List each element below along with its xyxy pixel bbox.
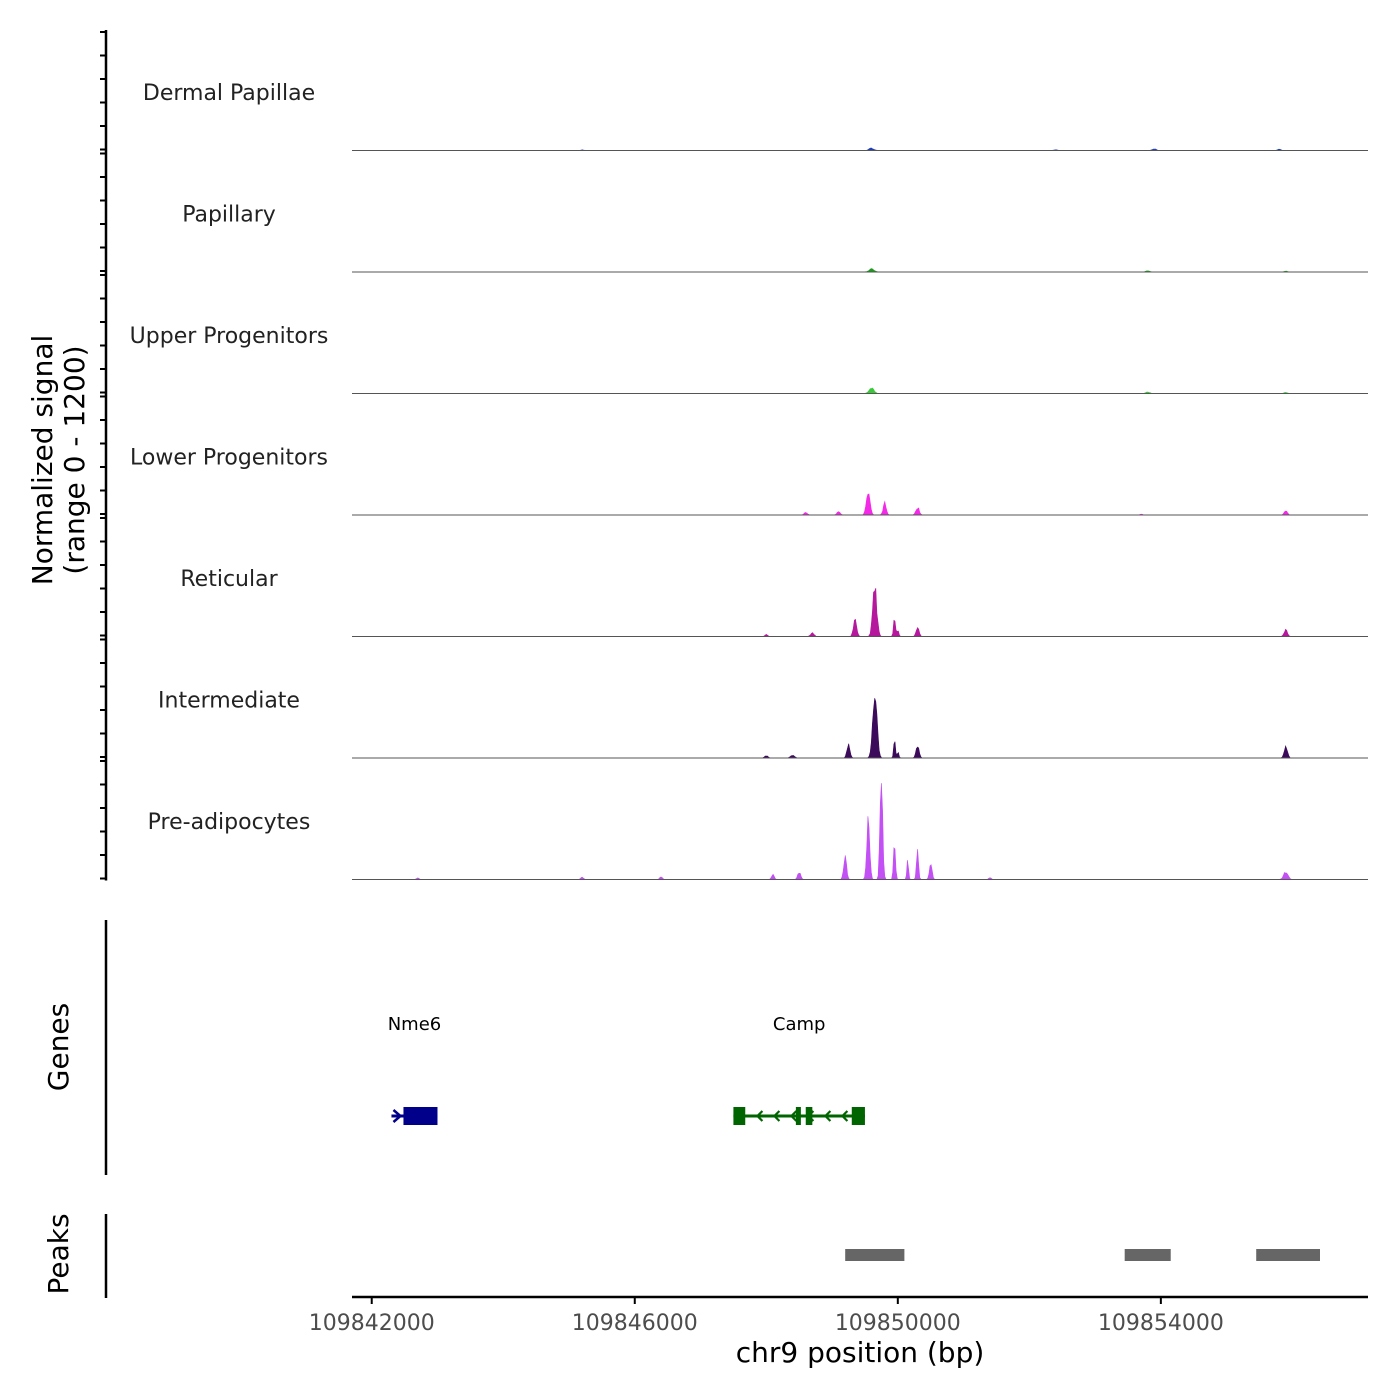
peaks-label: Peaks [42,1213,75,1294]
genes-panel: Genes Nme6 Camp [42,920,865,1175]
track-upper-progenitors: Upper Progenitors [100,274,1368,394]
track-papillary: Papillary [100,152,1368,273]
track-label: Dermal Papillae [143,81,315,106]
track-label: Lower Progenitors [130,446,328,471]
strand-arrow [806,1110,815,1122]
x-axis-label: chr9 position (bp) [736,1336,985,1369]
exon [733,1107,746,1125]
peak-region [1124,1249,1171,1261]
x-axis: 109842000 109846000 109850000 109854000 [309,1295,1368,1336]
peaks-panel: Peaks [42,1213,1320,1298]
coverage-area [352,493,1368,516]
gene-camp: Camp [733,1014,865,1125]
exon [851,1107,865,1125]
exon [795,1107,801,1125]
track-pre-adipocytes: Pre-adipocytes [100,760,1368,880]
x-tick-label: 109854000 [1098,1311,1224,1336]
coverage-area [352,588,1368,637]
track-label: Reticular [180,567,278,592]
strand-arrow [772,1110,781,1122]
track-intermediate: Intermediate [100,638,1368,759]
gene-name: Nme6 [388,1014,442,1035]
strand-arrow [789,1110,798,1122]
coverage-area [352,387,1368,394]
x-tick-label: 109850000 [835,1311,961,1336]
coverage-tracks: Dermal Papillae Papillary Upper Progenitor… [100,30,1368,881]
y-axis-label-line1: Normalized signal [26,335,59,586]
track-label: Pre-adipocytes [148,810,311,835]
strand-arrow [840,1110,849,1122]
strand-arrow [392,1109,403,1123]
track-label: Upper Progenitors [130,324,329,349]
gene-name: Camp [773,1014,826,1035]
x-tick-label: 109846000 [572,1311,698,1336]
peak-region [1256,1249,1320,1261]
strand-arrow [823,1110,832,1122]
coverage-area [352,783,1368,880]
genes-label: Genes [42,1003,75,1091]
strand-arrow [755,1110,764,1122]
peak-region [845,1249,905,1261]
track-label: Intermediate [158,689,300,714]
y-axis-label-line2: (range 0 - 1200) [58,345,91,574]
gene-nme6: Nme6 [388,1014,442,1125]
coverage-area [352,268,1368,273]
track-dermal-papillae: Dermal Papillae [100,31,1368,151]
track-reticular: Reticular [100,517,1368,637]
coverage-area [352,698,1368,759]
exon [403,1107,438,1125]
track-label: Papillary [182,203,276,228]
track-lower-progenitors: Lower Progenitors [100,395,1368,516]
x-tick-label: 109842000 [309,1311,435,1336]
